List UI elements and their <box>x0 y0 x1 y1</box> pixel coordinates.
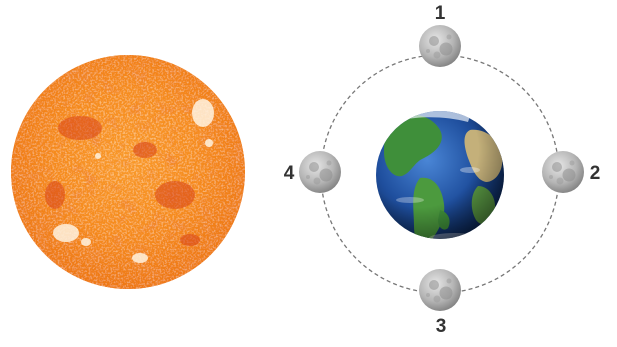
earth <box>376 111 504 239</box>
moon-position-1 <box>419 25 461 67</box>
moon-position-2 <box>542 151 584 193</box>
moon-position-label-2: 2 <box>590 163 601 184</box>
sun <box>11 55 245 289</box>
moon-position-label-3: 3 <box>436 316 447 337</box>
moon-position-3 <box>419 269 461 311</box>
moon-position-label-1: 1 <box>435 3 446 24</box>
moon-position-4 <box>299 151 341 193</box>
moon-positions: 1 2 3 4 <box>284 3 601 337</box>
moon-position-label-4: 4 <box>284 163 295 184</box>
